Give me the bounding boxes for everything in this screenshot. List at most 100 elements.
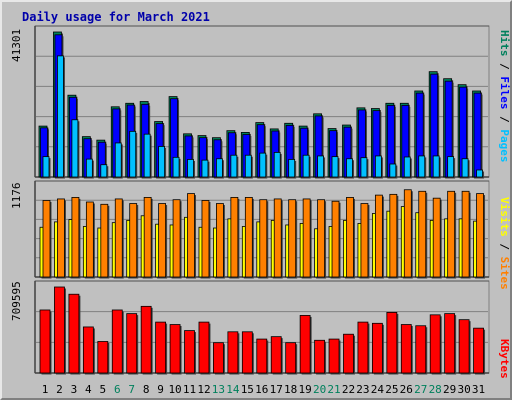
pages-bar: [216, 158, 223, 178]
day-label: 17: [270, 383, 283, 396]
sites-bar: [129, 203, 138, 278]
kbytes-bar: [126, 313, 138, 374]
pages-bar: [389, 163, 397, 178]
kbytes-bar: [386, 312, 398, 374]
day-label: 25: [385, 383, 398, 396]
pages-bar: [461, 158, 469, 178]
day-label: 20: [313, 383, 326, 396]
day-label: 13: [212, 383, 225, 396]
kbytes-bar: [111, 309, 123, 374]
sites-bar: [42, 200, 51, 278]
kbytes-bar: [227, 331, 239, 374]
kbytes-ymax-label: 709595: [10, 281, 23, 321]
day-label: 22: [342, 383, 355, 396]
pages-bar: [114, 142, 122, 178]
pages-bar: [317, 155, 324, 178]
legend-entry: /: [498, 57, 510, 77]
pages-bar: [244, 154, 252, 178]
day-label: 27: [414, 383, 427, 396]
day-label: 14: [226, 383, 240, 396]
pages-bar: [230, 154, 238, 178]
day-label: 19: [299, 383, 312, 396]
kbytes-bar: [415, 325, 427, 374]
sites-bar: [187, 193, 195, 278]
sites-bar: [360, 203, 369, 278]
pages-bar: [288, 159, 296, 178]
kbytes-bar: [270, 336, 282, 374]
sites-bar: [461, 190, 470, 278]
kbytes-bar: [82, 326, 94, 374]
sites-ymax-label: 1176: [10, 183, 23, 210]
pages-bar: [143, 133, 151, 178]
kbytes-bar: [328, 338, 340, 374]
sites-bar: [259, 199, 268, 278]
day-label: 29: [443, 383, 456, 396]
day-label: 31: [472, 383, 485, 396]
sites-bar: [317, 199, 325, 278]
chart-title: Daily usage for March 2021: [22, 10, 210, 24]
pages-bar: [201, 159, 209, 178]
legend-entry: Pages: [498, 129, 510, 162]
kbytes-bar: [68, 293, 80, 374]
kbytes-bar: [184, 330, 195, 374]
legend-entry: Sites: [498, 257, 510, 290]
sites-bar: [71, 197, 80, 278]
kbytes-legend: KBytes: [498, 339, 510, 379]
sites-bar: [476, 193, 484, 278]
kbytes-bar: [198, 321, 210, 374]
kbytes-bar: [400, 324, 412, 374]
hits-ymax-label: 41301: [10, 29, 23, 62]
kbytes-bar: [54, 286, 65, 374]
legend-entry: Visits: [498, 197, 510, 237]
sites-bar: [100, 203, 109, 278]
legend-entry: Files: [498, 76, 510, 109]
sites-bar: [273, 198, 282, 278]
sites-legend: Visits / Sites: [498, 197, 510, 290]
pages-bar: [100, 164, 108, 178]
kbytes-bar: [285, 342, 297, 374]
day-label: 7: [128, 383, 135, 396]
kbytes-bar: [343, 333, 354, 374]
day-label: 21: [327, 383, 340, 396]
sites-bar: [244, 197, 253, 278]
pages-bar: [360, 157, 368, 178]
day-label: 9: [157, 383, 164, 396]
pages-bar: [447, 156, 455, 178]
sites-bar: [389, 193, 398, 278]
kbytes-bar: [169, 324, 181, 374]
pages-bar: [346, 158, 353, 178]
sites-bar: [374, 194, 383, 278]
day-label: 12: [197, 383, 210, 396]
kbytes-bar: [299, 315, 311, 374]
pages-bar: [129, 130, 137, 178]
pages-bar: [418, 155, 426, 178]
day-label: 11: [183, 383, 196, 396]
kbytes-bar: [39, 309, 51, 374]
kbytes-bar: [241, 331, 253, 374]
day-label: 6: [114, 383, 121, 396]
sites-bar: [201, 200, 210, 278]
sites-bar: [432, 197, 441, 278]
files-bar: [473, 92, 482, 178]
pages-bar: [374, 155, 382, 178]
day-label: 1: [42, 383, 49, 396]
kbytes-bar: [314, 339, 325, 374]
kbytes-bar: [357, 321, 369, 374]
sites-bar: [288, 199, 297, 278]
hits-legend: Hits / Files / Pages: [498, 30, 510, 163]
pages-bar: [85, 158, 93, 178]
sites-bar: [302, 198, 311, 278]
sites-bar: [85, 201, 94, 278]
legend-entry: /: [498, 110, 510, 130]
day-label: 18: [284, 383, 297, 396]
kbytes-bar: [444, 313, 456, 374]
day-label: 26: [400, 383, 413, 396]
kbytes-bar: [140, 305, 152, 374]
sites-bar: [143, 197, 152, 278]
pages-bar: [403, 156, 411, 178]
day-label: 16: [255, 383, 268, 396]
kbytes-bar: [155, 321, 167, 374]
sites-bar: [158, 203, 167, 278]
pages-bar: [273, 152, 281, 178]
